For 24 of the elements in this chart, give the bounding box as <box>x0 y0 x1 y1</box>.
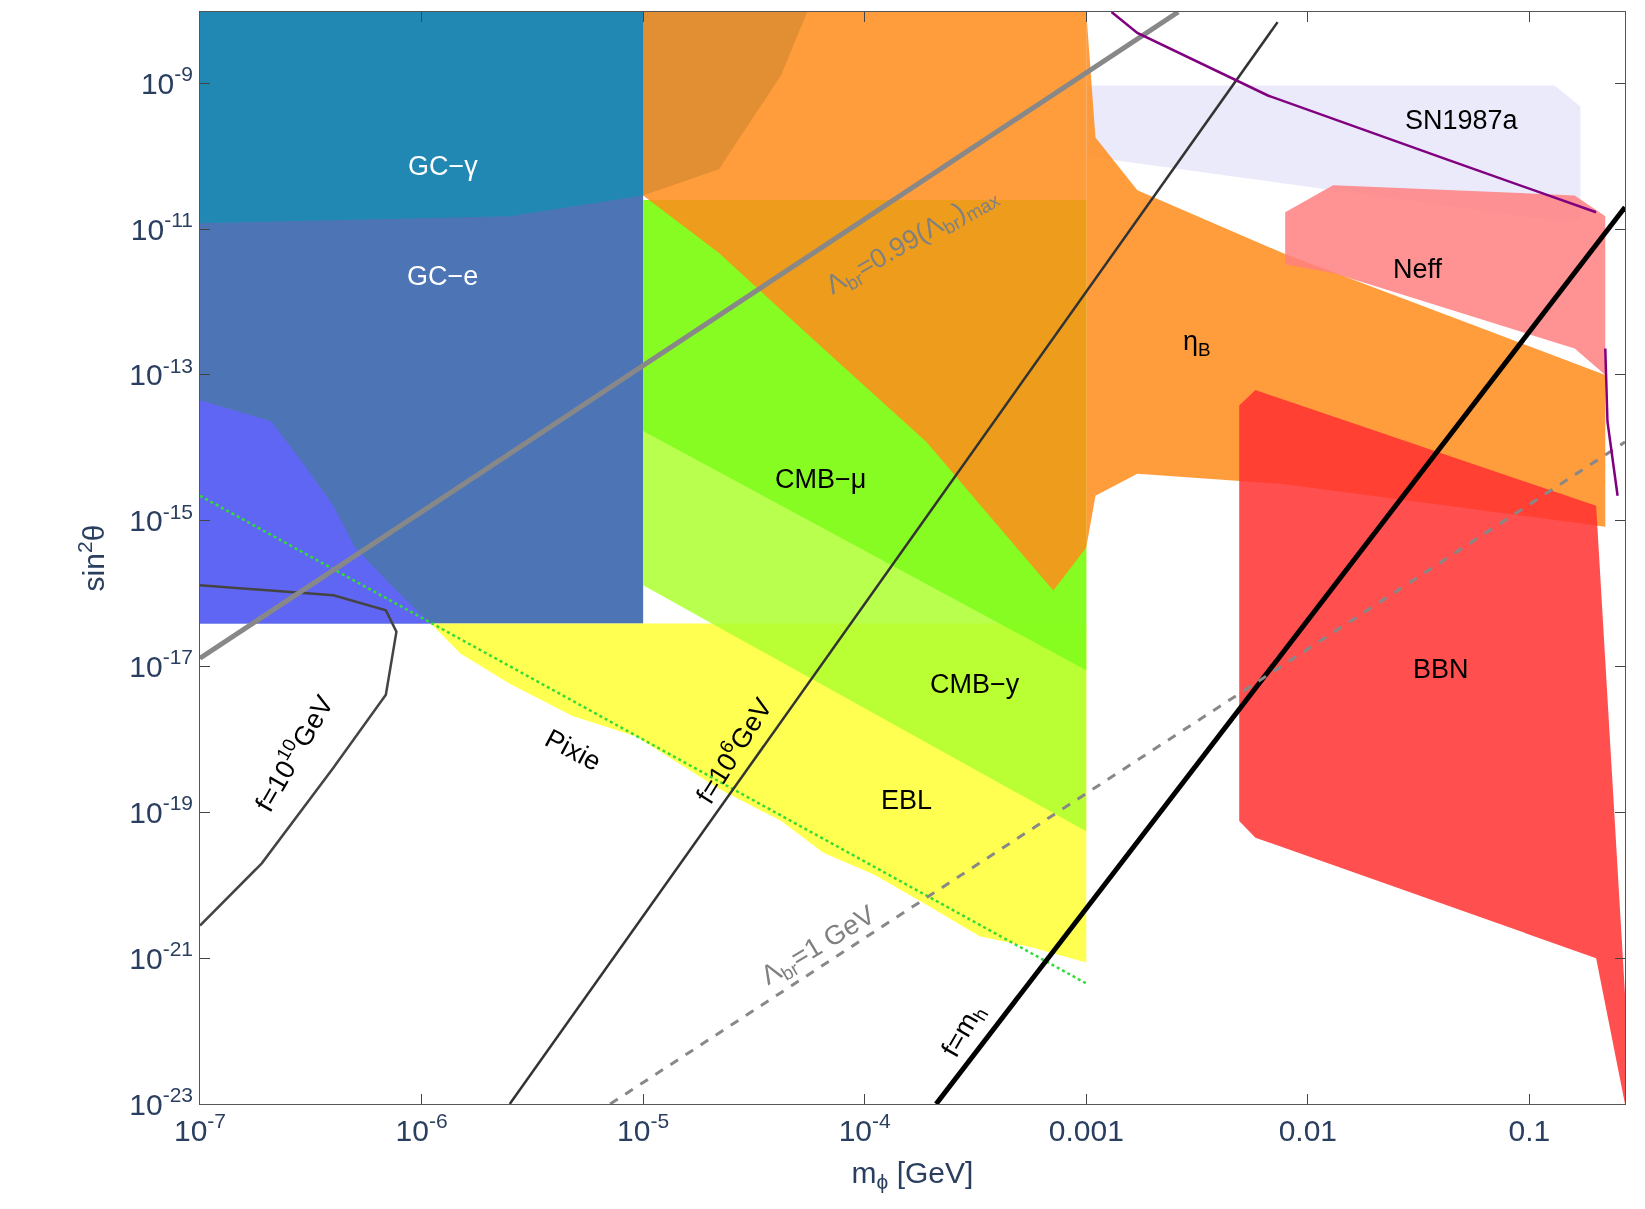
annotation: Pixie <box>540 722 606 777</box>
x-tick-label: 10$^{-4}$ <box>838 1109 892 1147</box>
y-tick-label: 10$^{-19}$ <box>129 791 193 829</box>
y-tick-label: 10$^{-15}$ <box>129 499 193 538</box>
annotation: EBL <box>881 785 933 815</box>
y-tick-label: 10$^{-13}$ <box>129 353 193 392</box>
annotation: Neff <box>1393 254 1443 284</box>
annotation: CMB−y <box>930 669 1020 699</box>
y-tick-label: 10$^{-11}$ <box>130 208 193 246</box>
x-tick-label: 10$^{-5}$ <box>617 1109 670 1147</box>
annotation: CMB−μ <box>775 464 867 494</box>
x-tick-label: 0.1 <box>1508 1114 1551 1147</box>
annotation: GC−γ <box>408 151 479 181</box>
y-tick-label: 10$^{-9}$ <box>140 62 193 100</box>
x-tick-label: 10$^{-6}$ <box>395 1109 448 1147</box>
annotation: SN1987a <box>1405 105 1519 135</box>
annotation: BBN <box>1413 654 1469 684</box>
x-axis-title: m$_{ϕ}$ [GeV] <box>851 1155 974 1193</box>
x-tick-label: 0.01 <box>1278 1114 1338 1147</box>
y-tick-label: 10$^{-17}$ <box>129 645 193 684</box>
annotation: GC−e <box>407 261 479 291</box>
x-tick-label: 0.001 <box>1048 1114 1124 1147</box>
y-tick-label: 10$^{-21}$ <box>129 937 193 975</box>
annotation: η$_{B}$ <box>1183 326 1211 360</box>
